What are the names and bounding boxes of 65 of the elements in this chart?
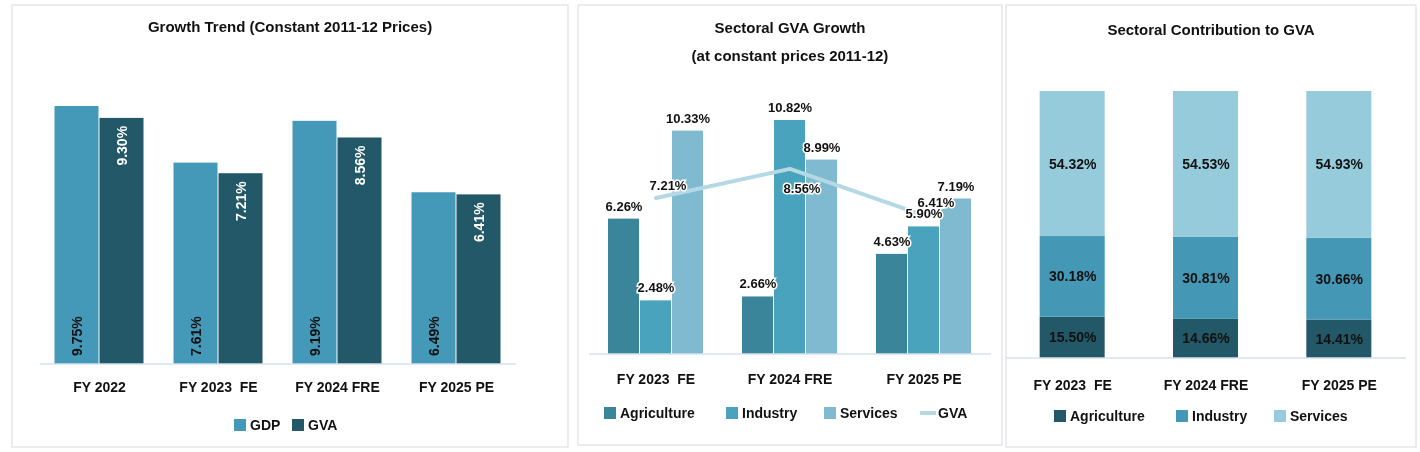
legend-label: GVA	[938, 405, 968, 421]
bar	[173, 162, 218, 364]
legend-label: GVA	[308, 417, 338, 433]
bar	[608, 218, 639, 354]
bar	[908, 226, 939, 354]
bar	[742, 296, 773, 354]
data-label: 9.30%	[114, 125, 130, 166]
data-label: 6.41%	[471, 201, 487, 243]
x-tick-label: FY 2025 PE	[1301, 377, 1377, 393]
x-tick-label: FY 2024 FRE	[295, 379, 380, 395]
bar	[411, 192, 456, 364]
chart-title: Sectoral GVA Growth	[714, 19, 866, 36]
x-tick-label: FY 2024 FRE	[1163, 377, 1249, 393]
data-label: 54.32%	[1048, 155, 1097, 172]
data-label: 54.53%	[1182, 155, 1231, 172]
data-label: 7.21%	[233, 180, 249, 221]
x-tick-label: FY 2023 FE	[1033, 377, 1112, 393]
data-label: 30.18%	[1048, 268, 1097, 285]
data-label: 5.90%	[905, 206, 943, 222]
x-tick-label: FY 2025 PE	[886, 371, 962, 387]
x-tick-label: FY 2025 PE	[418, 379, 495, 395]
data-label: 9.75%	[69, 315, 85, 356]
bar	[218, 173, 263, 364]
bar	[1306, 237, 1372, 320]
data-label: 14.66%	[1182, 330, 1231, 347]
data-label: 10.33%	[665, 110, 711, 126]
bar	[1039, 91, 1105, 237]
legend-label: Industry	[742, 405, 798, 421]
legend-label: GDP	[250, 417, 281, 433]
legend-label: Industry	[1192, 408, 1248, 424]
x-tick-label: FY 2022	[73, 379, 127, 395]
legend-label: Agriculture	[620, 405, 695, 421]
data-label: 14.41%	[1315, 330, 1364, 347]
x-tick-label: FY 2023 FE	[179, 379, 258, 395]
data-label: 7.21%	[649, 178, 687, 194]
bar	[292, 120, 337, 364]
bar	[876, 253, 907, 354]
chart-subtitle: (at constant prices 2011-12)	[691, 47, 889, 64]
data-label: 8.56%	[352, 144, 368, 186]
data-label: 30.81%	[1182, 269, 1231, 286]
legend-label: Services	[1290, 408, 1348, 424]
data-label: 54.93%	[1315, 156, 1364, 173]
data-label: 7.61%	[188, 315, 204, 356]
bar	[640, 300, 671, 354]
data-label: 9.19%	[307, 315, 323, 356]
bar	[337, 137, 382, 364]
chart-title: Sectoral Contribution to GVA	[1107, 21, 1315, 38]
bar	[54, 106, 99, 364]
bar	[1039, 236, 1105, 317]
data-label: 6.49%	[426, 315, 442, 356]
legend-label: Services	[840, 405, 898, 421]
bar	[1173, 91, 1238, 237]
x-tick-label: FY 2024 FRE	[747, 371, 833, 387]
bar	[1173, 236, 1238, 319]
bar	[99, 117, 144, 364]
bar	[456, 194, 501, 364]
data-label: 7.19%	[937, 178, 975, 194]
data-label: 6.26%	[605, 198, 643, 214]
legend-label: Agriculture	[1070, 408, 1145, 424]
data-label: 30.66%	[1315, 270, 1364, 287]
bar	[1306, 91, 1372, 238]
chart-title: Growth Trend (Constant 2011-12 Prices)	[147, 18, 433, 35]
x-tick-label: FY 2023 FE	[616, 371, 696, 387]
data-label: 15.50%	[1048, 329, 1097, 346]
data-label: 10.82%	[767, 100, 813, 115]
